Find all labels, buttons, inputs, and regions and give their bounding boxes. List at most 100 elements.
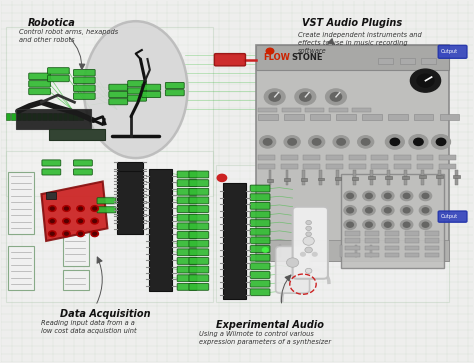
Circle shape — [365, 208, 372, 213]
Bar — [337, 170, 339, 185]
FancyBboxPatch shape — [177, 232, 197, 238]
Circle shape — [419, 191, 432, 201]
Bar — [63, 270, 89, 290]
Bar — [63, 113, 67, 119]
Circle shape — [390, 138, 400, 146]
FancyBboxPatch shape — [189, 266, 209, 273]
Bar — [370, 170, 373, 185]
FancyBboxPatch shape — [250, 220, 270, 227]
FancyBboxPatch shape — [250, 194, 270, 201]
FancyBboxPatch shape — [177, 249, 197, 256]
Bar — [22, 113, 26, 119]
Circle shape — [300, 93, 311, 101]
Bar — [335, 177, 341, 180]
Bar — [6, 113, 10, 119]
Circle shape — [384, 222, 391, 227]
Bar — [329, 109, 348, 112]
Bar — [258, 155, 275, 160]
FancyBboxPatch shape — [214, 54, 246, 66]
Circle shape — [344, 205, 356, 215]
FancyBboxPatch shape — [189, 223, 209, 230]
Bar — [402, 176, 409, 179]
Bar — [425, 253, 438, 257]
Circle shape — [344, 191, 356, 201]
Circle shape — [48, 205, 56, 211]
FancyBboxPatch shape — [73, 93, 95, 99]
FancyBboxPatch shape — [73, 85, 95, 91]
Bar — [310, 114, 330, 120]
FancyBboxPatch shape — [189, 257, 209, 264]
Bar — [400, 58, 415, 64]
Bar — [355, 245, 357, 257]
Bar — [425, 246, 438, 250]
FancyBboxPatch shape — [177, 188, 197, 195]
Bar — [223, 183, 246, 299]
Bar — [385, 253, 399, 257]
Bar — [11, 113, 16, 119]
FancyBboxPatch shape — [341, 174, 444, 268]
Bar — [371, 164, 388, 169]
Circle shape — [64, 220, 68, 223]
FancyBboxPatch shape — [216, 165, 449, 302]
Circle shape — [419, 220, 432, 229]
Circle shape — [333, 136, 349, 148]
Circle shape — [363, 220, 375, 229]
FancyBboxPatch shape — [128, 88, 146, 94]
FancyBboxPatch shape — [276, 246, 310, 293]
Bar — [385, 238, 399, 243]
FancyBboxPatch shape — [177, 275, 197, 282]
Text: Control robot arms, hexapods
and other robots: Control robot arms, hexapods and other r… — [19, 28, 118, 42]
FancyBboxPatch shape — [177, 223, 197, 230]
Text: FLOW: FLOW — [263, 53, 290, 62]
Circle shape — [337, 139, 346, 145]
FancyBboxPatch shape — [438, 211, 467, 222]
Circle shape — [286, 258, 299, 267]
Circle shape — [363, 205, 375, 215]
Text: VST Audio Plugins: VST Audio Plugins — [302, 17, 402, 28]
FancyBboxPatch shape — [189, 275, 209, 282]
FancyBboxPatch shape — [47, 68, 69, 74]
Circle shape — [401, 191, 413, 201]
Circle shape — [79, 207, 82, 210]
Circle shape — [306, 226, 311, 231]
Circle shape — [288, 139, 296, 145]
Bar — [453, 175, 460, 178]
Bar — [405, 231, 419, 236]
Bar — [149, 169, 173, 291]
Bar — [42, 113, 46, 119]
Bar — [303, 164, 320, 169]
Circle shape — [347, 208, 354, 213]
FancyBboxPatch shape — [165, 90, 184, 96]
FancyBboxPatch shape — [250, 280, 270, 287]
Circle shape — [365, 222, 372, 227]
Circle shape — [77, 205, 84, 211]
FancyBboxPatch shape — [189, 188, 209, 195]
Bar — [47, 113, 52, 119]
Text: STONE: STONE — [291, 53, 323, 62]
FancyBboxPatch shape — [128, 95, 146, 101]
Bar — [362, 114, 382, 120]
Circle shape — [63, 218, 70, 224]
Bar — [117, 171, 143, 234]
FancyBboxPatch shape — [142, 84, 161, 90]
FancyBboxPatch shape — [256, 45, 449, 261]
FancyBboxPatch shape — [73, 169, 92, 175]
Bar — [439, 155, 456, 160]
Bar — [340, 245, 342, 257]
Bar — [371, 155, 388, 160]
Bar — [326, 155, 343, 160]
FancyBboxPatch shape — [189, 214, 209, 221]
Circle shape — [305, 247, 312, 253]
FancyBboxPatch shape — [177, 171, 197, 178]
Circle shape — [403, 208, 410, 213]
Bar — [421, 58, 436, 64]
Bar — [281, 164, 298, 169]
Circle shape — [347, 193, 354, 199]
Circle shape — [48, 218, 56, 224]
Circle shape — [422, 208, 429, 213]
FancyBboxPatch shape — [29, 81, 50, 87]
Circle shape — [91, 218, 99, 224]
Circle shape — [432, 135, 450, 149]
FancyBboxPatch shape — [250, 254, 270, 261]
Bar — [258, 164, 275, 169]
